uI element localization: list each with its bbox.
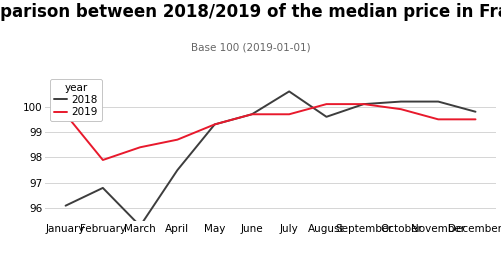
2018 <box>137 224 143 227</box>
Text: Comparison between 2018/2019 of the median price in France: Comparison between 2018/2019 of the medi… <box>0 3 501 21</box>
Text: Base 100 (2019-01-01): Base 100 (2019-01-01) <box>191 42 310 52</box>
2019 <box>174 138 180 141</box>
Line: 2018: 2018 <box>66 92 475 226</box>
2019 <box>286 113 292 116</box>
2018 <box>100 186 106 189</box>
2019 <box>361 103 367 106</box>
2018 <box>361 103 367 106</box>
2019 <box>100 158 106 161</box>
2019 <box>435 118 441 121</box>
2019 <box>324 103 330 106</box>
2018 <box>472 110 478 113</box>
2019 <box>249 113 255 116</box>
2019 <box>472 118 478 121</box>
2019 <box>398 108 404 111</box>
2018 <box>286 90 292 93</box>
2018 <box>63 204 69 207</box>
Line: 2019: 2019 <box>66 104 475 160</box>
Legend: 2018, 2019: 2018, 2019 <box>50 79 102 121</box>
2018 <box>324 115 330 118</box>
2018 <box>174 169 180 172</box>
2018 <box>435 100 441 103</box>
2019 <box>137 146 143 149</box>
2018 <box>211 123 217 126</box>
2019 <box>63 113 69 116</box>
2018 <box>398 100 404 103</box>
2019 <box>211 123 217 126</box>
2018 <box>249 113 255 116</box>
